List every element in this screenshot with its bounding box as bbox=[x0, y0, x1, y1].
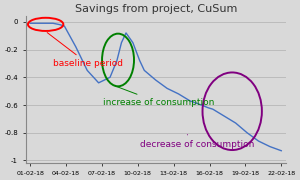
Title: Savings from project, CuSum: Savings from project, CuSum bbox=[74, 4, 237, 14]
Text: increase of consumption: increase of consumption bbox=[103, 86, 214, 107]
Text: baseline period: baseline period bbox=[47, 33, 123, 68]
Text: decrease of consumption: decrease of consumption bbox=[140, 135, 254, 148]
